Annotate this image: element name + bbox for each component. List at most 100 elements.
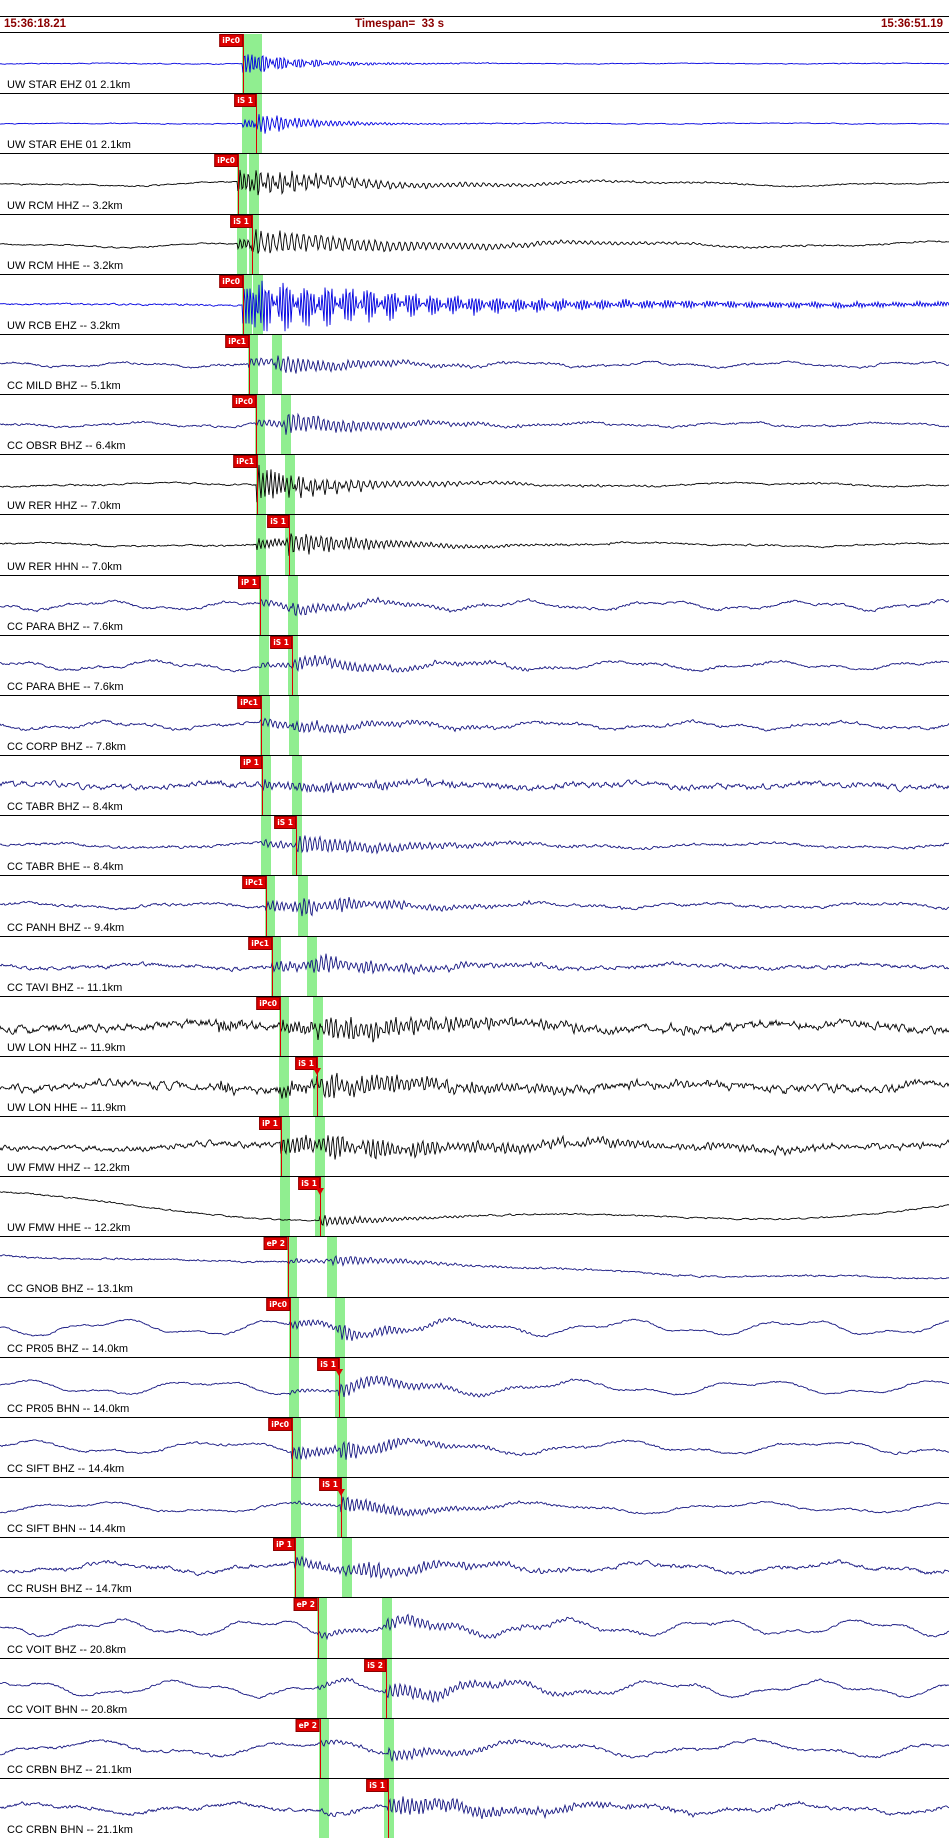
- pick-window-band: [315, 1117, 325, 1177]
- trace-row[interactable]: iPc1 CC PANH BHZ -- 9.4km: [0, 876, 949, 937]
- timespan-label: Timespan= 33 s: [355, 18, 444, 30]
- pick-flag[interactable]: iPc1: [237, 695, 261, 709]
- waveform: [0, 1496, 949, 1517]
- pick-flag[interactable]: iPc0: [214, 154, 238, 168]
- pick-flag[interactable]: iPc1: [225, 334, 249, 348]
- pick-flag[interactable]: iPc1: [233, 455, 257, 469]
- pick-time-line: [320, 1718, 321, 1778]
- pick-flag[interactable]: eP 2: [263, 1237, 288, 1251]
- trace-row[interactable]: iS 1 CC PR05 BHN -- 14.0km: [0, 1357, 949, 1418]
- pick-window-band: [237, 214, 247, 274]
- waveform: [0, 1191, 949, 1228]
- pick-flag[interactable]: iS 1: [366, 1778, 388, 1792]
- pick-window-band: [294, 1538, 304, 1598]
- pick-window-band: [249, 154, 259, 214]
- trace-row[interactable]: eP 2 CC CRBN BHZ -- 21.1km: [0, 1718, 949, 1779]
- pick-flag[interactable]: iS 1: [234, 94, 256, 108]
- trace-row[interactable]: iS 1 UW FMW HHE -- 12.2km: [0, 1177, 949, 1238]
- time-axis-bar: 15:36:18.21 Timespan= 33 s 15:36:51.19: [0, 17, 949, 33]
- pick-flag[interactable]: iPc0: [268, 1417, 292, 1431]
- pick-flag[interactable]: iP 1: [240, 756, 262, 770]
- trace-row[interactable]: iPc1 UW RER HHZ -- 7.0km: [0, 455, 949, 516]
- trace-row[interactable]: iPc1 CC TAVI BHZ -- 11.1km: [0, 936, 949, 997]
- pick-flag[interactable]: iS 1: [317, 1357, 339, 1371]
- pick-flag[interactable]: iS 1: [298, 1177, 320, 1191]
- trace-label: CC CORP BHZ -- 7.8km: [7, 741, 126, 754]
- waveform: [0, 1737, 949, 1763]
- trace-row[interactable]: iPc1 CC CORP BHZ -- 7.8km: [0, 695, 949, 757]
- pick-window-band: [279, 1056, 289, 1117]
- pick-flag[interactable]: eP 2: [293, 1598, 318, 1612]
- pick-flag[interactable]: eP 2: [295, 1718, 320, 1732]
- waveform: [0, 717, 949, 735]
- pick-flag[interactable]: iPc1: [242, 876, 266, 890]
- pick-window-band: [292, 816, 302, 876]
- pick-time-line: [266, 876, 267, 936]
- pick-flag[interactable]: iS 1: [295, 1056, 317, 1070]
- pick-flag[interactable]: iP 1: [273, 1538, 295, 1552]
- pick-window-band: [288, 575, 298, 635]
- pick-flag[interactable]: iPc0: [232, 395, 256, 409]
- trace-row[interactable]: eP 2 CC VOIT BHZ -- 20.8km: [0, 1598, 949, 1659]
- trace-row[interactable]: iPc0 UW RCM HHZ -- 3.2km: [0, 154, 949, 215]
- trace-row[interactable]: iS 2 CC VOIT BHN -- 20.8km: [0, 1658, 949, 1719]
- pick-flag[interactable]: iS 1: [267, 515, 289, 529]
- trace-label: CC TABR BHZ -- 8.4km: [7, 801, 123, 814]
- trace-row[interactable]: iS 1 UW STAR EHE 01 2.1km: [0, 94, 949, 155]
- pick-window-band: [248, 334, 258, 395]
- pick-time-line: [243, 34, 244, 94]
- pick-flag[interactable]: iPc0: [219, 34, 243, 47]
- pick-flag[interactable]: iS 1: [319, 1478, 341, 1492]
- pick-flag[interactable]: iS 1: [274, 816, 296, 830]
- waveform: [0, 533, 949, 557]
- pick-time-line: [261, 695, 262, 756]
- waveform: [0, 654, 949, 673]
- pick-window-band: [337, 1417, 347, 1478]
- pick-flag[interactable]: iS 2: [364, 1658, 386, 1672]
- trace-row[interactable]: eP 2 CC GNOB BHZ -- 13.1km: [0, 1237, 949, 1298]
- pick-flag[interactable]: iP 1: [259, 1117, 281, 1131]
- pick-time-line: [289, 515, 290, 575]
- trace-row[interactable]: iP 1 UW FMW HHZ -- 12.2km: [0, 1117, 949, 1178]
- waveform: [0, 170, 949, 196]
- trace-row[interactable]: iPc0 CC PR05 BHZ -- 14.0km: [0, 1297, 949, 1358]
- pick-time-line: [290, 1297, 291, 1357]
- pick-flag[interactable]: iPc0: [256, 996, 280, 1010]
- trace-row[interactable]: iP 1 CC TABR BHZ -- 8.4km: [0, 756, 949, 817]
- pick-window-band: [252, 34, 262, 94]
- pick-flag[interactable]: iPc1: [248, 936, 272, 950]
- pick-window-band: [261, 756, 271, 816]
- pick-flag[interactable]: iS 1: [270, 635, 292, 649]
- pick-window-band: [327, 1237, 337, 1297]
- pick-arrow-icon: [335, 1368, 343, 1376]
- trace-row[interactable]: iS 1 CC PARA BHE -- 7.6km: [0, 635, 949, 696]
- trace-row[interactable]: iS 1 CC TABR BHE -- 8.4km: [0, 816, 949, 877]
- pick-flag[interactable]: iPc0: [266, 1297, 290, 1311]
- waveform: [0, 465, 949, 503]
- trace-row[interactable]: iPc0 CC SIFT BHZ -- 14.4km: [0, 1417, 949, 1479]
- pick-time-line: [249, 334, 250, 395]
- waveform: [0, 1796, 949, 1820]
- waveform: [0, 1072, 949, 1099]
- trace-row[interactable]: iP 1 CC PARA BHZ -- 7.6km: [0, 575, 949, 636]
- trace-row[interactable]: iS 1 CC CRBN BHN -- 21.1km: [0, 1778, 949, 1838]
- trace-row[interactable]: iPc0 UW STAR EHZ 01 2.1km: [0, 34, 949, 95]
- trace-row[interactable]: iPc0 UW LON HHZ -- 11.9km: [0, 996, 949, 1057]
- trace-row[interactable]: iS 1 UW RER HHN -- 7.0km: [0, 515, 949, 576]
- pick-flag[interactable]: iS 1: [230, 214, 252, 228]
- pick-window-band: [342, 1538, 352, 1598]
- waveform: [0, 54, 949, 73]
- pick-arrow-icon: [316, 1188, 324, 1196]
- trace-label: CC PARA BHE -- 7.6km: [7, 680, 124, 693]
- trace-row[interactable]: iS 1 UW RCM HHE -- 3.2km: [0, 214, 949, 275]
- trace-row[interactable]: iPc0 UW RCB EHZ -- 3.2km: [0, 274, 949, 335]
- trace-row[interactable]: iS 1 CC SIFT BHN -- 14.4km: [0, 1478, 949, 1539]
- pick-flag[interactable]: iP 1: [238, 575, 260, 589]
- trace-row[interactable]: iPc1 CC MILD BHZ -- 5.1km: [0, 334, 949, 396]
- trace-row[interactable]: iPc0 CC OBSR BHZ -- 6.4km: [0, 395, 949, 456]
- trace-row[interactable]: iP 1 CC RUSH BHZ -- 14.7km: [0, 1538, 949, 1599]
- pick-flag[interactable]: iPc0: [219, 274, 243, 288]
- trace-row[interactable]: iS 1 UW LON HHE -- 11.9km: [0, 1056, 949, 1118]
- pick-time-line: [260, 575, 261, 635]
